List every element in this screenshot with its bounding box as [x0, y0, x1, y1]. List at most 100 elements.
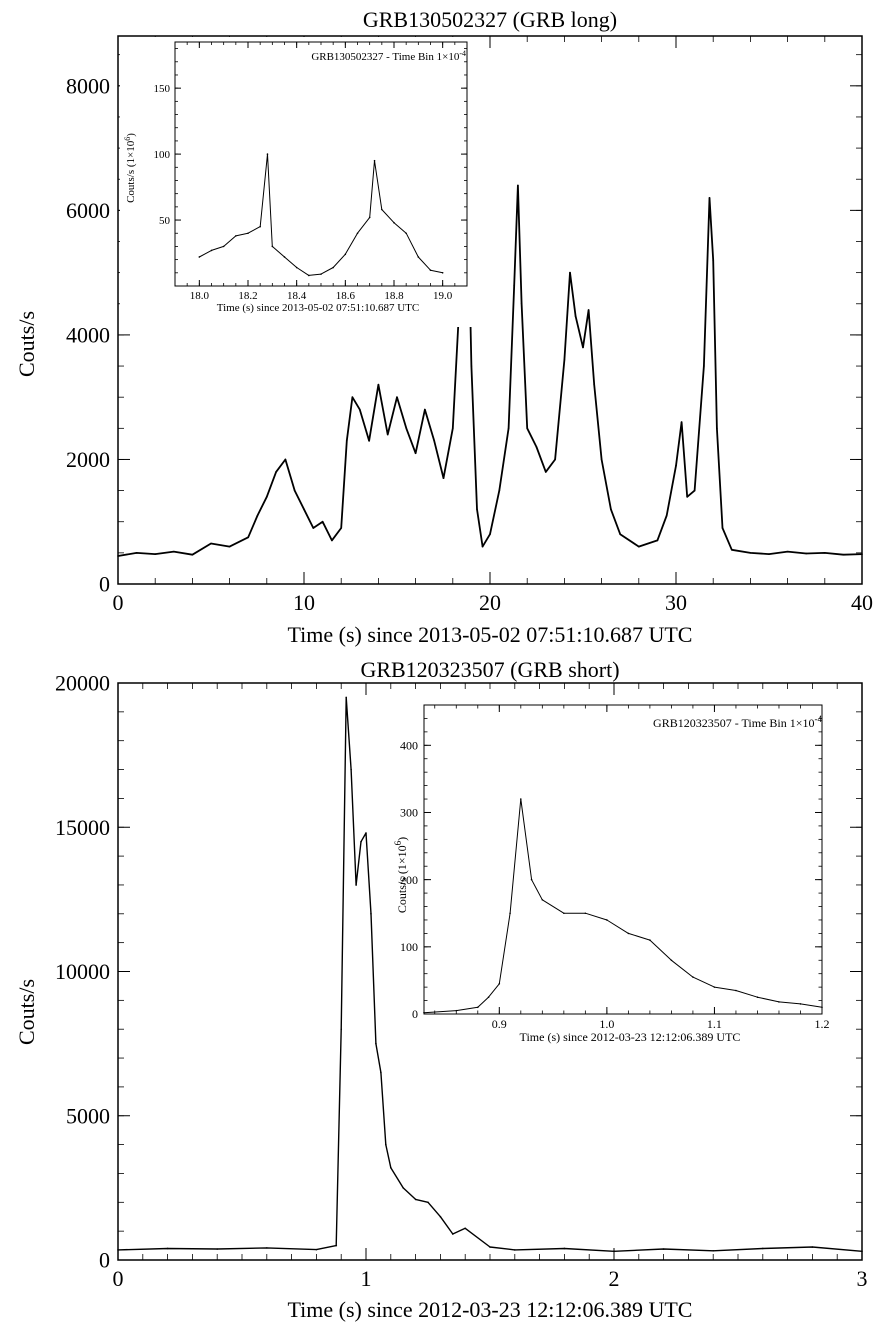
chart-top-data-point — [312, 527, 315, 529]
chart-top-data-point — [368, 439, 370, 442]
chart-bottom-data-point — [464, 1227, 467, 1230]
chart-top-inset-data-point — [417, 256, 420, 258]
chart-top-data-point — [563, 359, 566, 361]
chart-top-data-point — [405, 427, 408, 430]
chart-top-inset-x-tick-label: 19.0 — [433, 290, 453, 302]
chart-top-y-tick-label: 0 — [99, 572, 110, 597]
chart-bottom-inset-xlabel: Time (s) since 2012-03-23 12:12:06.389 U… — [520, 1030, 741, 1044]
chart-top-data-point — [489, 533, 491, 535]
chart-bottom-inset-data-point — [821, 1006, 823, 1009]
chart-bottom-data-point — [350, 768, 352, 771]
chart-bottom-inset-data-point — [423, 1011, 425, 1014]
chart-bottom-data-point — [370, 913, 372, 915]
chart-top-inset-data-point — [332, 266, 334, 269]
chart-bottom-inset-x-tick-label: 1.0 — [599, 1017, 614, 1031]
chart-top-data-point — [351, 396, 354, 398]
chart-top-inset-data-point — [308, 274, 310, 277]
chart-top-data-point — [513, 284, 515, 286]
chart-bottom-inset-data-point — [487, 996, 490, 999]
chart-top-data-point — [824, 552, 826, 554]
chart-top-data-point — [414, 452, 417, 455]
chart-top-data-point — [345, 439, 348, 442]
chart-top-data-point — [587, 309, 590, 311]
chart-top-data-point — [861, 553, 863, 555]
chart-bottom-data-point — [439, 1215, 442, 1218]
chart-bottom-data-point — [402, 1187, 405, 1189]
chart-top-data-point — [574, 315, 577, 318]
chart-top-data-point — [377, 383, 380, 386]
chart-top-data-point — [665, 514, 668, 517]
chart-bottom-data-point — [489, 1246, 491, 1248]
chart-bottom-axes: 0 1 2 3 0 5000 10000 15000 20000 — [55, 671, 868, 1291]
chart-bottom-inset-y-tick-label: 400 — [400, 739, 418, 753]
chart-top-data-point — [191, 553, 194, 556]
chart-bottom-inset-title: GRB120323507 - Time Bin 1×10-4 — [653, 714, 822, 730]
chart-top-inset-data-point — [356, 232, 359, 235]
chart-bottom-data-point — [563, 1247, 566, 1250]
chart-top-data-point — [708, 197, 711, 199]
chart-bottom-x-tick-label: 3 — [857, 1266, 868, 1291]
chart-bottom-data-point — [355, 884, 357, 886]
chart-top-inset-data-point — [198, 256, 201, 258]
chart-bottom-inset-data-point — [509, 912, 511, 915]
chart-top-inset-plot-area — [198, 153, 444, 277]
chart-top-data-point — [526, 427, 528, 430]
chart-top-inset-title: GRB130502327 - Time Bin 1×10-4 — [311, 49, 466, 64]
chart-top-data-point — [321, 520, 324, 523]
chart-bottom-inset-background — [380, 700, 832, 1050]
chart-top-data-point — [656, 539, 659, 542]
chart-bottom-inset-ylabel: Couts/s (1×106) — [393, 837, 409, 913]
chart-bottom-data-point — [514, 1249, 516, 1251]
chart-top: GRB130502327 (GRB long) 0 10 20 30 40 0 2000 40… — [14, 7, 873, 647]
chart-bottom-y-tick-label: 5000 — [66, 1103, 110, 1128]
chart-top-data-point — [228, 545, 231, 548]
chart-bottom-inset-data-point — [563, 912, 565, 915]
chart-bottom-data-point — [712, 1249, 714, 1252]
chart-bottom-inset-data-point — [584, 912, 587, 915]
chart-top-inset-axes: 18.0 18.2 18.4 18.6 18.8 19.0 50 100 150 — [154, 41, 468, 302]
chart-top-data-point — [135, 552, 138, 554]
chart-bottom-x-tick-label: 2 — [609, 1266, 620, 1291]
chart-bottom-inset-data-point — [541, 899, 544, 901]
chart-top-inset-data-point — [381, 208, 383, 211]
chart-bottom-data-point — [385, 1143, 387, 1146]
chart-bottom-data-point — [861, 1250, 863, 1253]
chart-bottom-inset-data-point — [649, 939, 651, 941]
chart-bottom-data-point — [117, 1249, 119, 1251]
chart-top-data-point — [359, 408, 361, 411]
chart-top-inset-data-point — [295, 266, 298, 269]
chart-top-data-point — [470, 365, 473, 367]
chart-top-inset-data-point — [210, 249, 213, 252]
chart-top-data-point — [275, 471, 277, 473]
chart-bottom-plot-area — [117, 696, 863, 1253]
chart-top-data-point — [154, 553, 156, 555]
chart-bottom-inset-data-point — [606, 919, 608, 921]
chart-top-inset: 18.0 18.2 18.4 18.6 18.8 19.0 50 100 150 GRB1305… — [120, 37, 472, 327]
chart-bottom-data-point — [375, 1042, 377, 1045]
chart-top-data-point — [569, 271, 571, 274]
chart-bottom-data-point — [360, 840, 362, 843]
chart-top-data-point — [293, 489, 296, 492]
chart-top-title: GRB130502327 (GRB long) — [363, 7, 617, 32]
chart-top-data-point — [210, 542, 212, 545]
chart-bottom-inset-data-point — [520, 798, 522, 800]
chart-top-data-point — [442, 477, 445, 479]
chart-top-x-tick-label: 0 — [113, 590, 124, 615]
chart-bottom-inset-frame — [423, 704, 823, 1015]
chart-top-y-tick-label: 8000 — [66, 74, 110, 99]
chart-bottom-inset-axes: 0.9 1.0 1.1 1.2 0 100 200 300 400 — [400, 704, 830, 1031]
chart-top-inset-ylabel: Couts/s (1×106) — [123, 133, 138, 203]
chart-top-inset-data-point — [368, 216, 371, 219]
chart-bottom-inset-x-tick-label: 1.1 — [707, 1017, 722, 1031]
chart-bottom-data-point — [335, 1244, 338, 1247]
chart-top-data-point — [805, 552, 807, 555]
chart-bottom-data-point — [365, 832, 367, 834]
chart-top-inset-data-point — [344, 253, 347, 256]
chart-top-inset-data-point — [235, 235, 237, 237]
chart-bottom-data-point — [414, 1198, 417, 1201]
chart-top-x-tick-label: 20 — [479, 590, 501, 615]
chart-top-inset-data-point — [393, 221, 395, 224]
chart-bottom-inset-data-point — [713, 986, 716, 988]
chart-top-inset-x-tick-label: 18.2 — [238, 290, 257, 302]
chart-bottom-data-point — [613, 1250, 615, 1253]
